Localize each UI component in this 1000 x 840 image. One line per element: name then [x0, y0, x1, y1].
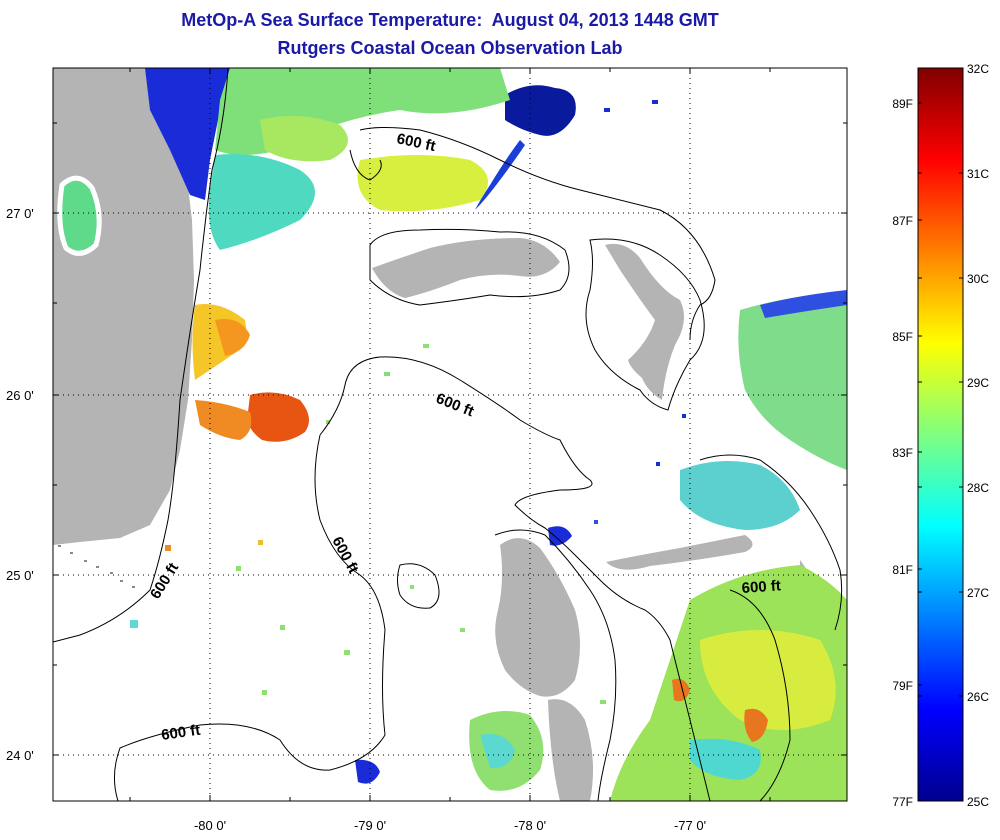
- sst-patch-south-cyan: [480, 734, 515, 769]
- fahrenheit-label: 81F: [892, 563, 913, 577]
- andros-island: [495, 538, 580, 697]
- sst-patch-east-blue-edge: [760, 290, 847, 318]
- contour-600ft-north: [359, 127, 716, 341]
- lon-label: -77 0': [674, 818, 706, 833]
- contour-label: 600 ft: [741, 577, 781, 597]
- sst-patch-south-blue: [355, 759, 380, 784]
- graticule: [53, 68, 847, 801]
- fahrenheit-labels: 89F 87F 85F 83F 81F 79F 77F: [892, 97, 913, 809]
- contour-east-bank: [699, 454, 843, 631]
- lon-label: -78 0': [514, 818, 546, 833]
- sst-patch-north-yellow: [357, 155, 488, 212]
- sst-scatter-pixels: [130, 100, 686, 704]
- lon-label: -79 0': [354, 818, 386, 833]
- sst-patch-southeast-orange: [744, 708, 768, 742]
- sst-patch-blue-north: [145, 68, 230, 200]
- celsius-label: 31C: [967, 167, 989, 181]
- contour-bank-inner: [349, 149, 382, 181]
- longitude-labels: -80 0' -79 0' -78 0' -77 0': [194, 818, 706, 833]
- lake-okeechobee-sst: [57, 175, 102, 256]
- celsius-label: 28C: [967, 481, 989, 495]
- celsius-label: 25C: [967, 795, 989, 809]
- map-subtitle: Rutgers Coastal Ocean Observation Lab: [277, 38, 623, 58]
- eleuthera-south: [606, 535, 753, 570]
- sst-patch-southeast-yellow: [700, 630, 836, 730]
- fahrenheit-label: 85F: [892, 330, 913, 344]
- sst-patch-east-mid: [680, 461, 800, 530]
- sst-patch-north-lightgreen: [260, 116, 348, 162]
- sst-patch-blue-streak: [475, 140, 525, 210]
- grand-bahama-island: [372, 238, 560, 298]
- contour-600ft-center: [319, 356, 711, 801]
- contour-great-bahama-bank: [494, 529, 617, 801]
- lat-label: 24 0': [6, 748, 34, 763]
- sst-patch-southeast-orange2: [672, 678, 690, 702]
- celsius-label: 30C: [967, 272, 989, 286]
- lat-label: 25 0': [6, 568, 34, 583]
- axis-ticks: [53, 68, 847, 801]
- sst-patch-southeast-cyan: [690, 738, 761, 780]
- celsius-labels: 32C 31C 30C 29C 28C 27C 26C 25C: [967, 62, 989, 809]
- contour-little-bahama-bank: [585, 238, 705, 411]
- contour-600ft-florida: [53, 68, 229, 643]
- colorbar: 32C 31C 30C 29C 28C 27C 26C 25C 89F 87F …: [892, 62, 989, 809]
- colorbar-gradient: [917, 67, 964, 802]
- fahrenheit-label: 89F: [892, 97, 913, 111]
- contour-label: 600 ft: [160, 722, 201, 744]
- contour-600ft-west: [114, 434, 386, 801]
- sst-patch-south-blue2: [548, 526, 572, 546]
- latitude-labels: 27 0' 26 0' 25 0' 24 0': [6, 206, 34, 763]
- celsius-label: 26C: [967, 690, 989, 704]
- lat-label: 26 0': [6, 388, 34, 403]
- map-title: MetOp-A Sea Surface Temperature: August …: [181, 10, 719, 30]
- lat-label: 27 0': [6, 206, 34, 221]
- sst-patch-east-green: [738, 292, 847, 470]
- sst-patch-red-warm: [247, 392, 309, 442]
- celsius-label: 32C: [967, 62, 989, 76]
- fahrenheit-label: 77F: [892, 795, 913, 809]
- celsius-label: 29C: [967, 376, 989, 390]
- colorbar-ticks: [918, 102, 963, 697]
- contour-grand-bahama-bank: [369, 228, 570, 306]
- sst-patch-orange-warm: [195, 400, 252, 440]
- florida-keys: [58, 545, 135, 588]
- contour-tongue: [397, 563, 440, 609]
- sst-patch-north-cyan: [208, 154, 315, 250]
- fahrenheit-label: 79F: [892, 679, 913, 693]
- celsius-label: 27C: [967, 586, 989, 600]
- fahrenheit-label: 87F: [892, 214, 913, 228]
- sst-patch-darkblue-ne: [505, 85, 576, 136]
- sst-patch-orange-coast: [215, 319, 250, 356]
- bathymetry-contours: [53, 68, 843, 801]
- andros-south: [548, 699, 594, 801]
- map-area[interactable]: 600 ft 600 ft 600 ft 600 ft 600 ft 600 f…: [53, 68, 847, 801]
- lon-label: -80 0': [194, 818, 226, 833]
- contour-exuma-sound: [729, 589, 791, 801]
- fahrenheit-label: 83F: [892, 446, 913, 460]
- abaco-island: [605, 243, 684, 400]
